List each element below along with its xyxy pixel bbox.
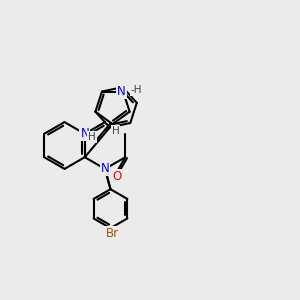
- Text: -H: -H: [130, 85, 142, 95]
- Text: H: H: [112, 126, 119, 136]
- Text: O: O: [112, 170, 122, 183]
- Text: N: N: [101, 162, 110, 176]
- Text: N: N: [117, 85, 126, 98]
- Text: H: H: [88, 132, 96, 142]
- Text: Br: Br: [105, 227, 119, 240]
- Text: N: N: [80, 127, 89, 140]
